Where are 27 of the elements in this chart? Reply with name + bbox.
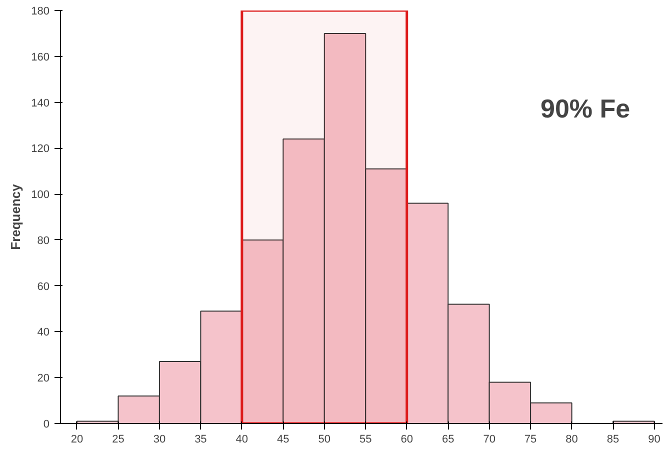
y-axis-title: Frequency	[8, 183, 24, 250]
x-tick-label: 25	[112, 434, 124, 446]
y-tick-label: 40	[37, 326, 50, 339]
x-tick-label: 50	[318, 434, 331, 446]
x-tick-label: 55	[360, 434, 372, 446]
y-tick-label: 80	[37, 234, 50, 247]
x-tick-label: 70	[483, 434, 496, 446]
annotation: 90% Fe	[540, 94, 630, 124]
y-tick-label: 60	[37, 280, 50, 293]
x-tick-label: 35	[194, 434, 207, 446]
x-tick-label: 85	[606, 434, 620, 446]
x-tick-label: 30	[153, 434, 166, 446]
x-tick-label: 60	[400, 434, 413, 446]
x-tick-label: 40	[236, 434, 248, 446]
x-tick-label: 75	[524, 434, 537, 446]
y-tick-label: 160	[31, 51, 50, 64]
x-tick-label: 90	[648, 434, 660, 446]
x-tick-label: 65	[442, 434, 454, 446]
x-tick-label: 45	[277, 434, 290, 446]
y-tick-label: 120	[31, 143, 50, 156]
y-tick-label: 140	[31, 97, 50, 110]
y-tick-label: 0	[43, 418, 50, 430]
y-tick-label: 180	[31, 6, 50, 18]
y-tick-label: 100	[31, 189, 50, 202]
x-tick-label: 80	[566, 434, 578, 446]
x-tick-label: 20	[70, 434, 84, 446]
y-tick-label: 20	[37, 372, 50, 385]
